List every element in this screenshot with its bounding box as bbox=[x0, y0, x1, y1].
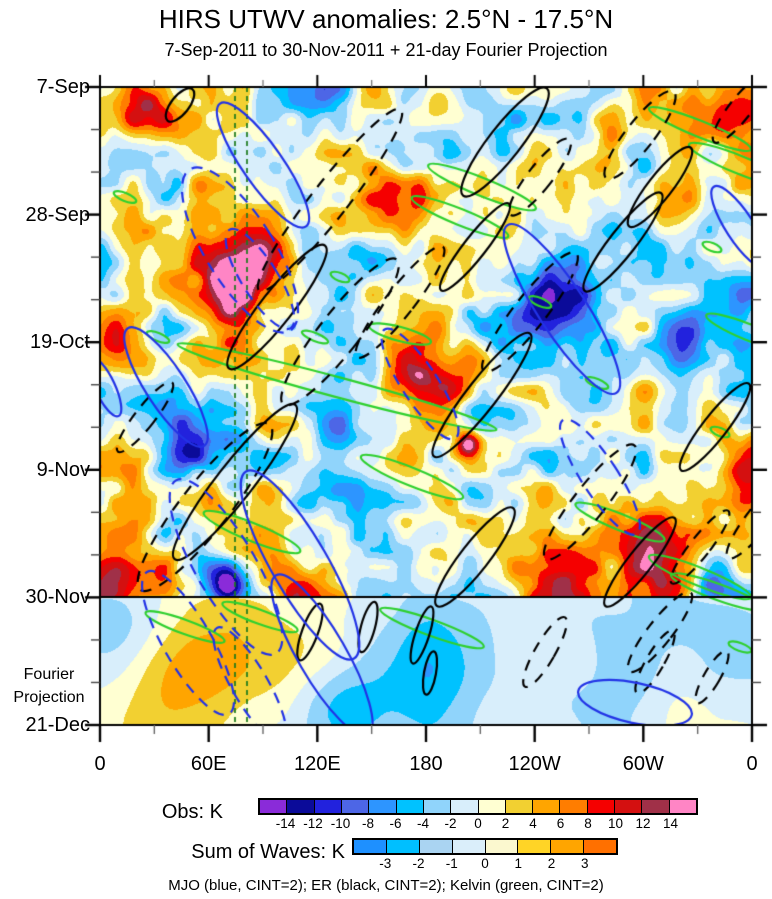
colorbar-tick-label: -1 bbox=[445, 856, 458, 871]
x-tick-label: 120W bbox=[508, 753, 561, 775]
x-tick-label: 60W bbox=[622, 753, 664, 775]
colorbar-tick-label: 6 bbox=[556, 816, 565, 831]
fourier-projection-annotation: Fourier Projection bbox=[2, 663, 96, 709]
colorbar-tick-label: -10 bbox=[330, 816, 351, 831]
colorbar-cell bbox=[313, 800, 341, 813]
colorbar-cell bbox=[385, 840, 419, 853]
colorbar-tick-label: -3 bbox=[379, 856, 392, 871]
y-tick-label: 19-Oct bbox=[29, 331, 90, 354]
colorbar-cell bbox=[451, 840, 485, 853]
colorbar-tick-label: 3 bbox=[580, 856, 589, 871]
colorbar-tick-label: 2 bbox=[547, 856, 556, 871]
colorbar-tick-label: 0 bbox=[474, 816, 482, 831]
colorbar-cell bbox=[559, 800, 587, 813]
colorbar-tick-label: -6 bbox=[389, 816, 402, 831]
waves-colorbar bbox=[352, 838, 618, 855]
y-tick-label: 28-Sep bbox=[25, 203, 91, 226]
colorbar-tick-label: -4 bbox=[416, 816, 429, 831]
colorbar-cell bbox=[504, 800, 533, 813]
colorbar-cell bbox=[395, 800, 423, 813]
colorbar-tick-label: -8 bbox=[361, 816, 374, 831]
colorbar-cell bbox=[422, 800, 451, 813]
colorbar-tick-label: -12 bbox=[303, 816, 323, 831]
x-tick-label: 60E bbox=[190, 753, 227, 775]
colorbar-tick-label: 0 bbox=[481, 856, 489, 871]
colorbar-cell bbox=[286, 800, 314, 813]
colorbar-tick-label: 12 bbox=[635, 816, 651, 831]
colorbar-cell bbox=[586, 800, 615, 813]
x-tick-label: 120E bbox=[293, 753, 341, 775]
colorbar-cell bbox=[484, 840, 518, 853]
colorbar-tick-label: -2 bbox=[412, 856, 425, 871]
colorbar-cell bbox=[641, 800, 669, 813]
chart-title: HIRS UTWV anomalies: 2.5°N - 17.5°N bbox=[158, 4, 614, 34]
colorbar-tick-label: 14 bbox=[662, 816, 679, 831]
colorbar-tick-label: 10 bbox=[607, 816, 624, 831]
colorbar-tick-label: -14 bbox=[275, 816, 296, 831]
fourier-annotation-line1: Fourier bbox=[23, 666, 75, 683]
y-tick-label: 30-Nov bbox=[25, 586, 90, 609]
colorbar-cell bbox=[550, 840, 584, 853]
fourier-annotation-line2: Projection bbox=[13, 689, 85, 706]
colorbar-tick-label: 1 bbox=[514, 856, 522, 871]
colorbar-cell bbox=[450, 800, 478, 813]
colorbar-cell bbox=[668, 800, 696, 813]
colorbar-tick-label: 4 bbox=[529, 816, 537, 831]
y-tick-label: 21-Dec bbox=[25, 714, 90, 736]
contour-legend-caption: MJO (blue, CINT=2); ER (black, CINT=2); … bbox=[168, 877, 604, 894]
y-tick-label: 9-Nov bbox=[36, 458, 90, 481]
x-tick-label: 0 bbox=[94, 753, 106, 775]
colorbar-cell bbox=[583, 840, 616, 853]
x-tick-label: 0 bbox=[746, 753, 758, 775]
colorbar-cell bbox=[368, 800, 396, 813]
y-tick-label: 7-Sep bbox=[36, 76, 90, 98]
colorbar-tick-label: 8 bbox=[584, 816, 592, 831]
colorbar-cell bbox=[614, 800, 642, 813]
colorbar-cell bbox=[418, 840, 452, 853]
waves-colorbar-label: Sum of Waves: K bbox=[191, 841, 345, 863]
colorbar-cell bbox=[477, 800, 505, 813]
colorbar-cell bbox=[532, 800, 560, 813]
colorbar-cell bbox=[354, 840, 386, 853]
colorbar-tick-label: -2 bbox=[444, 816, 457, 831]
colorbar-cell bbox=[260, 800, 287, 813]
obs-colorbar bbox=[258, 798, 698, 815]
obs-colorbar-label: Obs: K bbox=[161, 801, 223, 823]
colorbar-cell bbox=[517, 840, 551, 853]
chart-subtitle: 7-Sep-2011 to 30-Nov-2011 + 21-day Fouri… bbox=[164, 40, 608, 60]
x-tick-label: 180 bbox=[409, 753, 443, 775]
hovmoller-plot-canvas bbox=[0, 0, 772, 750]
colorbar-tick-label: 2 bbox=[501, 816, 510, 831]
colorbar-cell bbox=[340, 800, 369, 813]
